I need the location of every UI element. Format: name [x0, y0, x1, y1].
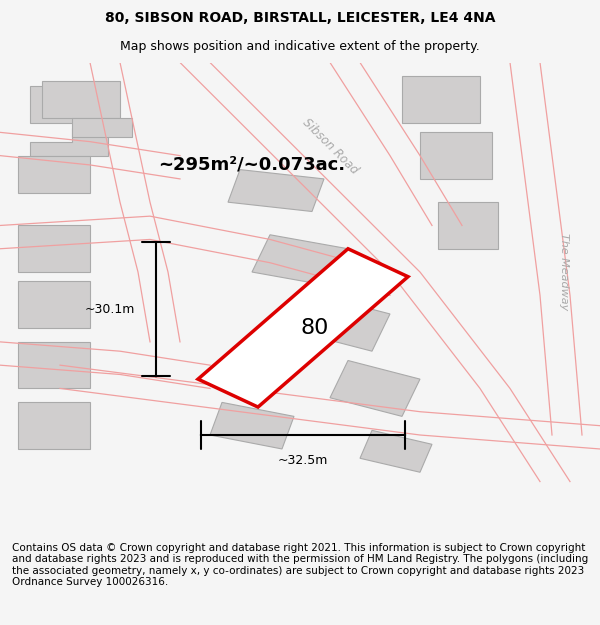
- Polygon shape: [72, 118, 132, 137]
- Text: ~30.1m: ~30.1m: [85, 302, 135, 316]
- Polygon shape: [18, 281, 90, 328]
- Text: Sibson Road: Sibson Road: [299, 116, 361, 177]
- Polygon shape: [42, 81, 120, 118]
- Polygon shape: [198, 249, 408, 407]
- Polygon shape: [30, 127, 108, 156]
- Polygon shape: [360, 431, 432, 472]
- Text: ~32.5m: ~32.5m: [278, 454, 328, 467]
- Text: 80, SIBSON ROAD, BIRSTALL, LEICESTER, LE4 4NA: 80, SIBSON ROAD, BIRSTALL, LEICESTER, LE…: [105, 11, 495, 24]
- Polygon shape: [18, 156, 90, 193]
- Text: 80: 80: [301, 318, 329, 338]
- Polygon shape: [18, 402, 90, 449]
- Polygon shape: [300, 295, 390, 351]
- Polygon shape: [210, 402, 294, 449]
- Polygon shape: [402, 76, 480, 123]
- Polygon shape: [18, 342, 90, 388]
- Text: ~295m²/~0.073ac.: ~295m²/~0.073ac.: [158, 156, 346, 174]
- Text: Map shows position and indicative extent of the property.: Map shows position and indicative extent…: [120, 41, 480, 53]
- Polygon shape: [18, 226, 90, 272]
- Polygon shape: [420, 132, 492, 179]
- Polygon shape: [30, 86, 108, 123]
- Polygon shape: [330, 361, 420, 416]
- Text: The Meadway: The Meadway: [559, 233, 569, 311]
- Text: Contains OS data © Crown copyright and database right 2021. This information is : Contains OS data © Crown copyright and d…: [12, 542, 588, 588]
- Polygon shape: [438, 202, 498, 249]
- Polygon shape: [252, 235, 348, 286]
- Polygon shape: [228, 169, 324, 211]
